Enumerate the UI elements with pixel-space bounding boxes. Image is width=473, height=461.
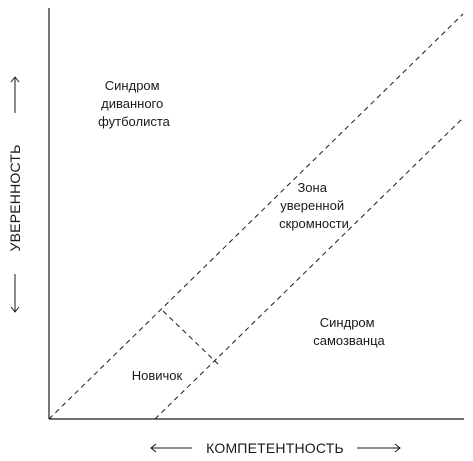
couch-footballer-line-2: диванного xyxy=(101,96,163,111)
modesty-zone-line-2: уверенной xyxy=(280,198,344,213)
impostor-label: Синдром самозванца xyxy=(313,315,385,348)
y-arrow-up-head xyxy=(10,76,20,83)
novice-boundary xyxy=(162,310,219,365)
x-arrow-left-head xyxy=(150,443,157,453)
y-axis-label: УВЕРЕННОСТЬ xyxy=(7,145,23,252)
impostor-line-1: Синдром xyxy=(320,315,375,330)
lower-diagonal-boundary xyxy=(154,117,464,420)
x-axis-label: КОМПЕТЕНТНОСТЬ xyxy=(206,440,344,456)
y-arrow-down-head xyxy=(10,306,20,313)
couch-footballer-label: Синдром диванного футболиста xyxy=(98,78,171,129)
modesty-zone-line-1: Зона xyxy=(297,180,327,195)
modesty-zone-label: Зона уверенной скромности xyxy=(279,180,349,231)
impostor-line-2: самозванца xyxy=(313,333,385,348)
couch-footballer-line-1: Синдром xyxy=(105,78,160,93)
modesty-zone-line-3: скромности xyxy=(279,216,349,231)
couch-footballer-line-3: футболиста xyxy=(98,114,171,129)
x-arrow-right-head xyxy=(394,443,401,453)
upper-diagonal-boundary xyxy=(48,13,464,420)
novice-label: Новичок xyxy=(132,368,183,383)
